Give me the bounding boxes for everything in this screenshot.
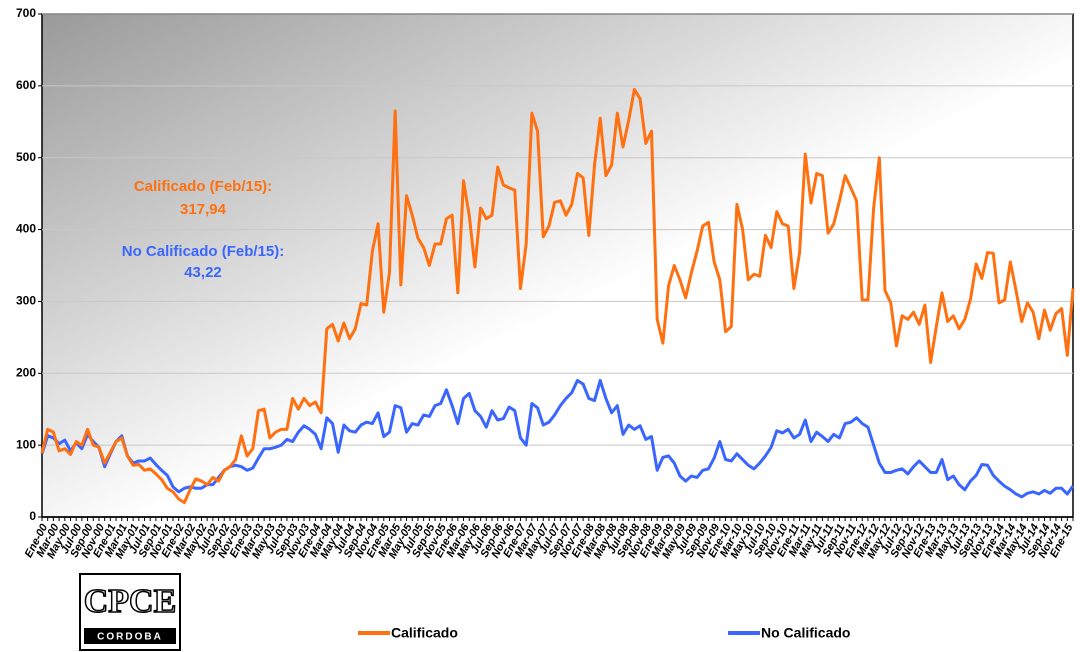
series-line <box>40 378 1075 499</box>
y-tick-label: 100 <box>16 437 36 451</box>
annotation-label: No Calificado (Feb/15): <box>122 243 285 260</box>
y-tick-label: 0 <box>29 509 36 523</box>
legend-label: No Calificado <box>761 625 850 641</box>
y-tick-label: 400 <box>16 222 36 236</box>
annotation-value: 43,22 <box>184 264 222 281</box>
annotation-value: 317,94 <box>180 201 227 218</box>
logo-title: CPCE <box>84 583 177 620</box>
logo-band <box>84 628 176 644</box>
series-line <box>40 87 1075 505</box>
legend-label: Calificado <box>391 625 458 641</box>
y-tick-label: 600 <box>16 78 36 92</box>
y-tick-label: 700 <box>16 6 36 20</box>
annotation-label: Calificado (Feb/15): <box>134 178 272 195</box>
plot-area <box>41 13 1074 518</box>
logo: CPCE CORDOBA <box>79 573 181 651</box>
y-tick-label: 200 <box>16 365 36 379</box>
y-tick-label: 300 <box>16 294 36 308</box>
y-tick-label: 500 <box>16 150 36 164</box>
logo-subtitle: CORDOBA <box>97 632 163 643</box>
